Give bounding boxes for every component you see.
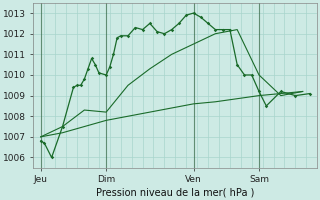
X-axis label: Pression niveau de la mer( hPa ): Pression niveau de la mer( hPa ) xyxy=(96,187,254,197)
